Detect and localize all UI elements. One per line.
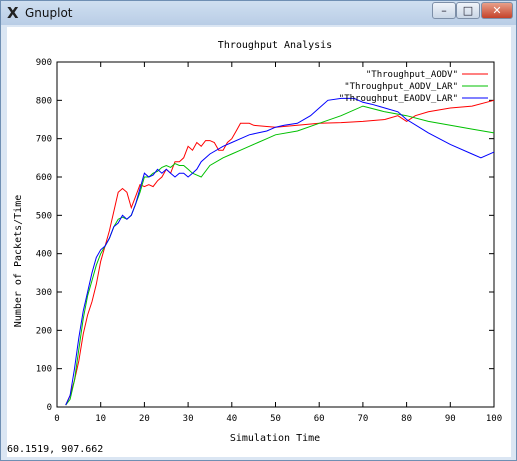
legend-label-1: "Throughput_AODV" — [366, 70, 458, 80]
x-tick-label: 10 — [95, 414, 106, 424]
series-lines — [65, 97, 495, 406]
x-tick-label: 40 — [226, 414, 237, 424]
x-tick-label: 100 — [486, 414, 502, 424]
x-tick-label: 60 — [314, 414, 325, 424]
x-tick-label: 90 — [445, 414, 456, 424]
series-line-2 — [65, 105, 495, 406]
y-tick-label: 900 — [36, 58, 52, 68]
x-axis-label: Simulation Time — [230, 433, 320, 444]
x-logo-icon: X — [7, 4, 19, 22]
y-tick-label: 200 — [36, 326, 52, 336]
y-tick-label: 0 — [47, 403, 52, 413]
x-tick-label: 70 — [357, 414, 368, 424]
y-tick-label: 800 — [36, 96, 52, 106]
x-tick-label: 30 — [183, 414, 194, 424]
series-line-3 — [65, 97, 495, 406]
y-tick-label: 700 — [36, 135, 52, 145]
minimize-icon: – — [441, 4, 447, 17]
window-title: Gnuplot — [25, 6, 73, 20]
close-icon: ✕ — [492, 4, 502, 17]
legend-label-3: "Throughput_EAODV_LAR" — [339, 94, 458, 104]
maximize-icon: □ — [462, 4, 474, 17]
close-button[interactable]: ✕ — [481, 2, 513, 19]
y-tick-label: 300 — [36, 288, 52, 298]
x-tick-label: 50 — [270, 414, 281, 424]
title-bar[interactable]: X Gnuplot – □ ✕ — [1, 1, 516, 25]
y-tick-label: 400 — [36, 250, 52, 260]
legend: "Throughput_AODV" "Throughput_AODV_LAR" "T… — [339, 70, 488, 104]
chart-title: Throughput Analysis — [218, 40, 332, 51]
axis-ticks: 0 10 20 30 40 50 60 70 80 90 100 0 100 200 300 400 500 60… — [36, 58, 502, 424]
series-line-1 — [65, 99, 495, 406]
y-tick-label: 100 — [36, 365, 52, 375]
y-tick-label: 500 — [36, 211, 52, 221]
x-tick-label: 20 — [139, 414, 150, 424]
throughput-chart: Throughput Analysis Simulation Time Numb… — [13, 40, 502, 444]
y-tick-label: 600 — [36, 173, 52, 183]
minimize-button[interactable]: – — [432, 2, 456, 19]
y-axis-label: Number of Packets/Time — [13, 195, 24, 327]
x-tick-label: 80 — [401, 414, 412, 424]
plot-canvas[interactable]: Throughput Analysis Simulation Time Numb… — [7, 27, 511, 457]
x-tick-label: 0 — [54, 414, 59, 424]
status-coords: 60.1519, 907.662 — [7, 444, 104, 455]
plot-frame — [56, 61, 495, 408]
maximize-button[interactable]: □ — [456, 2, 480, 19]
legend-label-2: "Throughput_AODV_LAR" — [344, 82, 458, 92]
